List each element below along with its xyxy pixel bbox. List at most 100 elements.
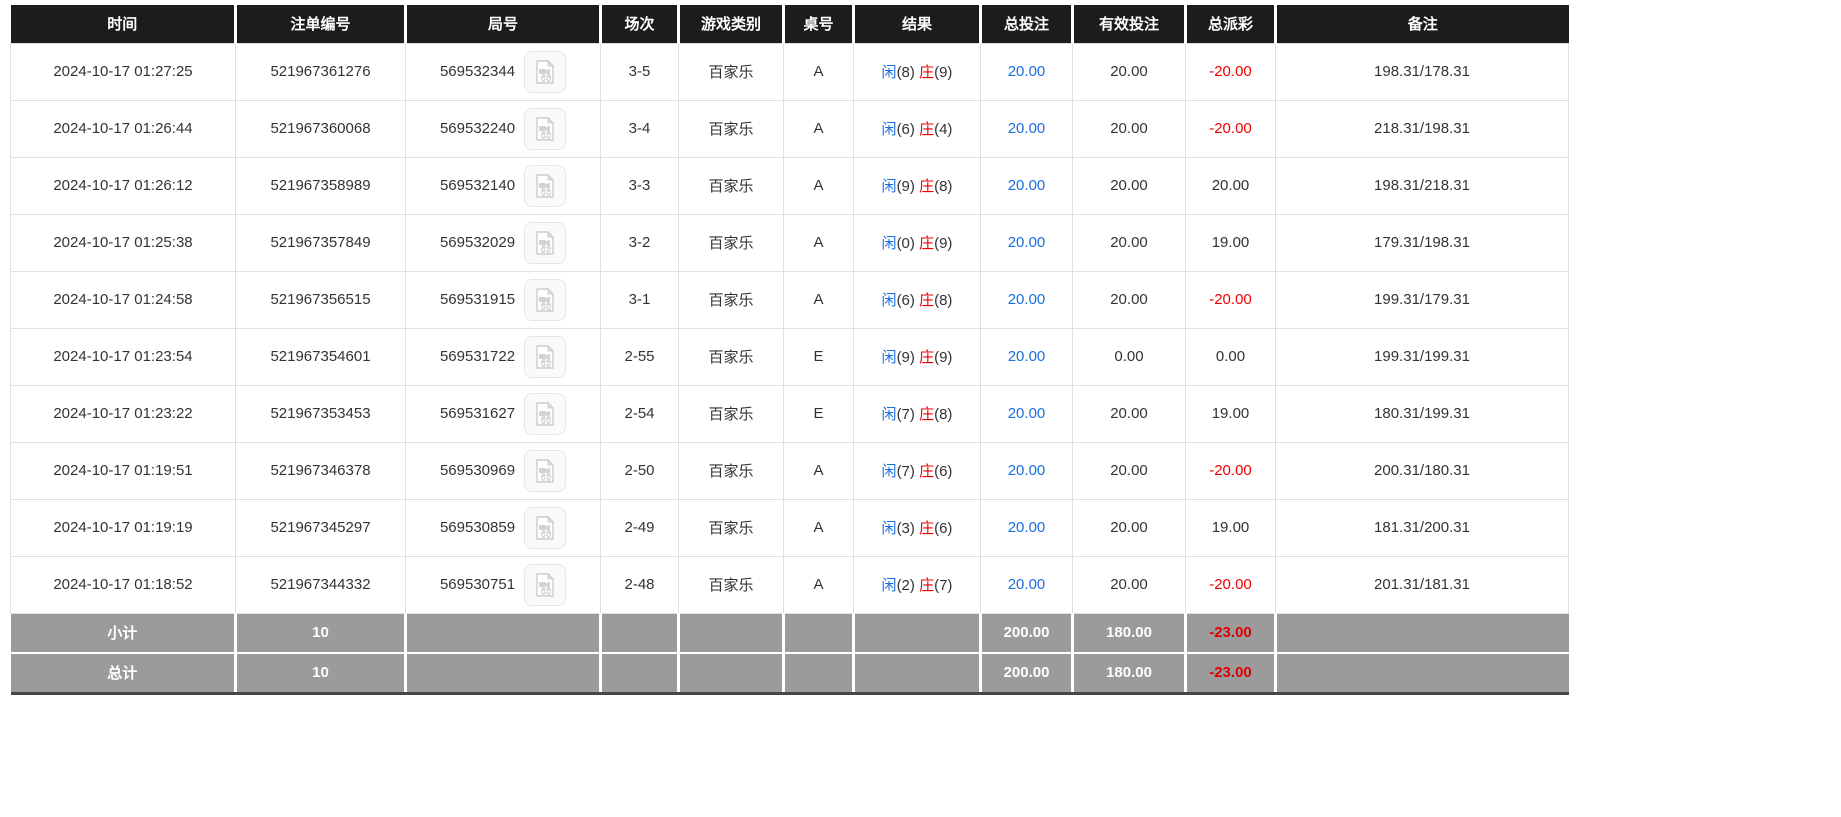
- cell-session: 2-55: [600, 327, 679, 386]
- video-replay-button[interactable]: [524, 164, 567, 207]
- video-replay-button[interactable]: [524, 335, 567, 378]
- subtotal-label: 小计: [10, 613, 236, 653]
- result-banker-label: 庄: [919, 121, 935, 138]
- cell-result: 闲(7) 庄(6): [853, 441, 981, 500]
- cell-table-id: A: [783, 99, 854, 158]
- bet-records-table: 时间 注单编号 局号 场次 游戏类别 桌号 结果 总投注 有效投注 总派彩 备注…: [10, 5, 1569, 695]
- cell-remark: 218.31/198.31: [1275, 99, 1569, 158]
- video-file-icon: [536, 572, 555, 597]
- cell-game-type: 百家乐: [678, 441, 784, 500]
- col-header-remark: 备注: [1274, 5, 1569, 43]
- video-replay-button[interactable]: [524, 278, 567, 321]
- cell-table-id: A: [783, 213, 854, 272]
- total-bet-link[interactable]: 20.00: [1007, 120, 1046, 137]
- cell-result: 闲(7) 庄(8): [853, 384, 981, 443]
- table-body: 2024-10-17 01:27:25 521967361276 5695323…: [10, 42, 1569, 614]
- total-bet-link[interactable]: 20.00: [1007, 462, 1046, 479]
- table-row: 2024-10-17 01:23:54 521967354601 5695317…: [10, 327, 1569, 386]
- result-player-label: 闲: [881, 463, 897, 480]
- result-banker-label: 庄: [919, 292, 935, 309]
- cell-table-id: A: [783, 498, 854, 557]
- subtotal-empty-game: [677, 613, 784, 653]
- cell-bet-id: 521967357849: [235, 213, 406, 272]
- col-header-game-type: 游戏类别: [677, 5, 784, 43]
- cell-game-type: 百家乐: [678, 555, 784, 614]
- total-bet-link[interactable]: 20.00: [1007, 177, 1046, 194]
- result-player-label: 闲: [881, 577, 897, 594]
- total-empty-remark: [1274, 652, 1569, 695]
- cell-round-id: 569532029: [405, 213, 601, 272]
- cell-valid-bet: 20.00: [1072, 555, 1186, 614]
- video-file-icon: [536, 59, 555, 84]
- subtotal-empty-round: [404, 613, 601, 653]
- cell-table-id: A: [783, 156, 854, 215]
- cell-payout: -20.00: [1185, 555, 1276, 614]
- cell-time: 2024-10-17 01:26:44: [10, 99, 236, 158]
- total-bet-link[interactable]: 20.00: [1007, 519, 1046, 536]
- cell-payout: -20.00: [1185, 99, 1276, 158]
- total-count: 10: [234, 652, 406, 695]
- subtotal-total-bet: 200.00: [979, 613, 1073, 653]
- result-player-points: (9): [896, 349, 915, 366]
- subtotal-empty-remark: [1274, 613, 1569, 653]
- cell-total-bet: 20.00: [980, 498, 1073, 557]
- cell-payout: 20.00: [1185, 156, 1276, 215]
- video-replay-button[interactable]: [524, 506, 567, 549]
- result-player-points: (6): [896, 121, 915, 138]
- cell-remark: 199.31/199.31: [1275, 327, 1569, 386]
- cell-valid-bet: 20.00: [1072, 270, 1186, 329]
- cell-total-bet: 20.00: [980, 270, 1073, 329]
- cell-time: 2024-10-17 01:27:25: [10, 42, 236, 101]
- video-replay-button[interactable]: [524, 392, 567, 435]
- cell-session: 3-4: [600, 99, 679, 158]
- total-payout: -23.00: [1184, 652, 1276, 695]
- cell-remark: 179.31/198.31: [1275, 213, 1569, 272]
- total-label: 总计: [10, 652, 236, 695]
- video-replay-button[interactable]: [524, 50, 567, 93]
- cell-table-id: A: [783, 42, 854, 101]
- cell-valid-bet: 0.00: [1072, 327, 1186, 386]
- cell-round-id: 569531722: [405, 327, 601, 386]
- total-bet-link[interactable]: 20.00: [1007, 234, 1046, 251]
- round-id-value: 569530751: [439, 576, 516, 593]
- video-file-icon: [536, 173, 555, 198]
- result-player-points: (7): [896, 406, 915, 423]
- cell-game-type: 百家乐: [678, 384, 784, 443]
- cell-bet-id: 521967345297: [235, 498, 406, 557]
- result-banker-label: 庄: [919, 577, 935, 594]
- cell-result: 闲(3) 庄(6): [853, 498, 981, 557]
- cell-session: 3-3: [600, 156, 679, 215]
- total-empty-game: [677, 652, 784, 695]
- cell-table-id: A: [783, 441, 854, 500]
- total-bet-link[interactable]: 20.00: [1007, 63, 1046, 80]
- cell-game-type: 百家乐: [678, 42, 784, 101]
- cell-payout: 0.00: [1185, 327, 1276, 386]
- result-banker-points: (9): [934, 349, 953, 366]
- cell-bet-id: 521967358989: [235, 156, 406, 215]
- cell-valid-bet: 20.00: [1072, 498, 1186, 557]
- video-replay-button[interactable]: [524, 107, 567, 150]
- result-banker-points: (4): [934, 121, 953, 138]
- table-row: 2024-10-17 01:26:12 521967358989 5695321…: [10, 156, 1569, 215]
- round-id-value: 569532240: [439, 120, 516, 137]
- total-bet-link[interactable]: 20.00: [1007, 291, 1046, 308]
- cell-remark: 181.31/200.31: [1275, 498, 1569, 557]
- video-replay-button[interactable]: [524, 449, 567, 492]
- total-bet-link[interactable]: 20.00: [1007, 576, 1046, 593]
- video-file-icon: [536, 458, 555, 483]
- result-player-label: 闲: [881, 406, 897, 423]
- total-bet-link[interactable]: 20.00: [1007, 348, 1046, 365]
- result-player-points: (9): [896, 178, 915, 195]
- result-player-points: (7): [896, 463, 915, 480]
- result-player-points: (2): [896, 577, 915, 594]
- cell-time: 2024-10-17 01:18:52: [10, 555, 236, 614]
- col-header-valid-bet: 有效投注: [1071, 5, 1186, 43]
- subtotal-count: 10: [234, 613, 406, 653]
- video-replay-button[interactable]: [524, 221, 567, 264]
- cell-result: 闲(6) 庄(4): [853, 99, 981, 158]
- total-bet-link[interactable]: 20.00: [1007, 405, 1046, 422]
- total-empty-result: [852, 652, 981, 695]
- header-row: 时间 注单编号 局号 场次 游戏类别 桌号 结果 总投注 有效投注 总派彩 备注: [10, 5, 1569, 43]
- cell-valid-bet: 20.00: [1072, 384, 1186, 443]
- video-replay-button[interactable]: [524, 563, 567, 606]
